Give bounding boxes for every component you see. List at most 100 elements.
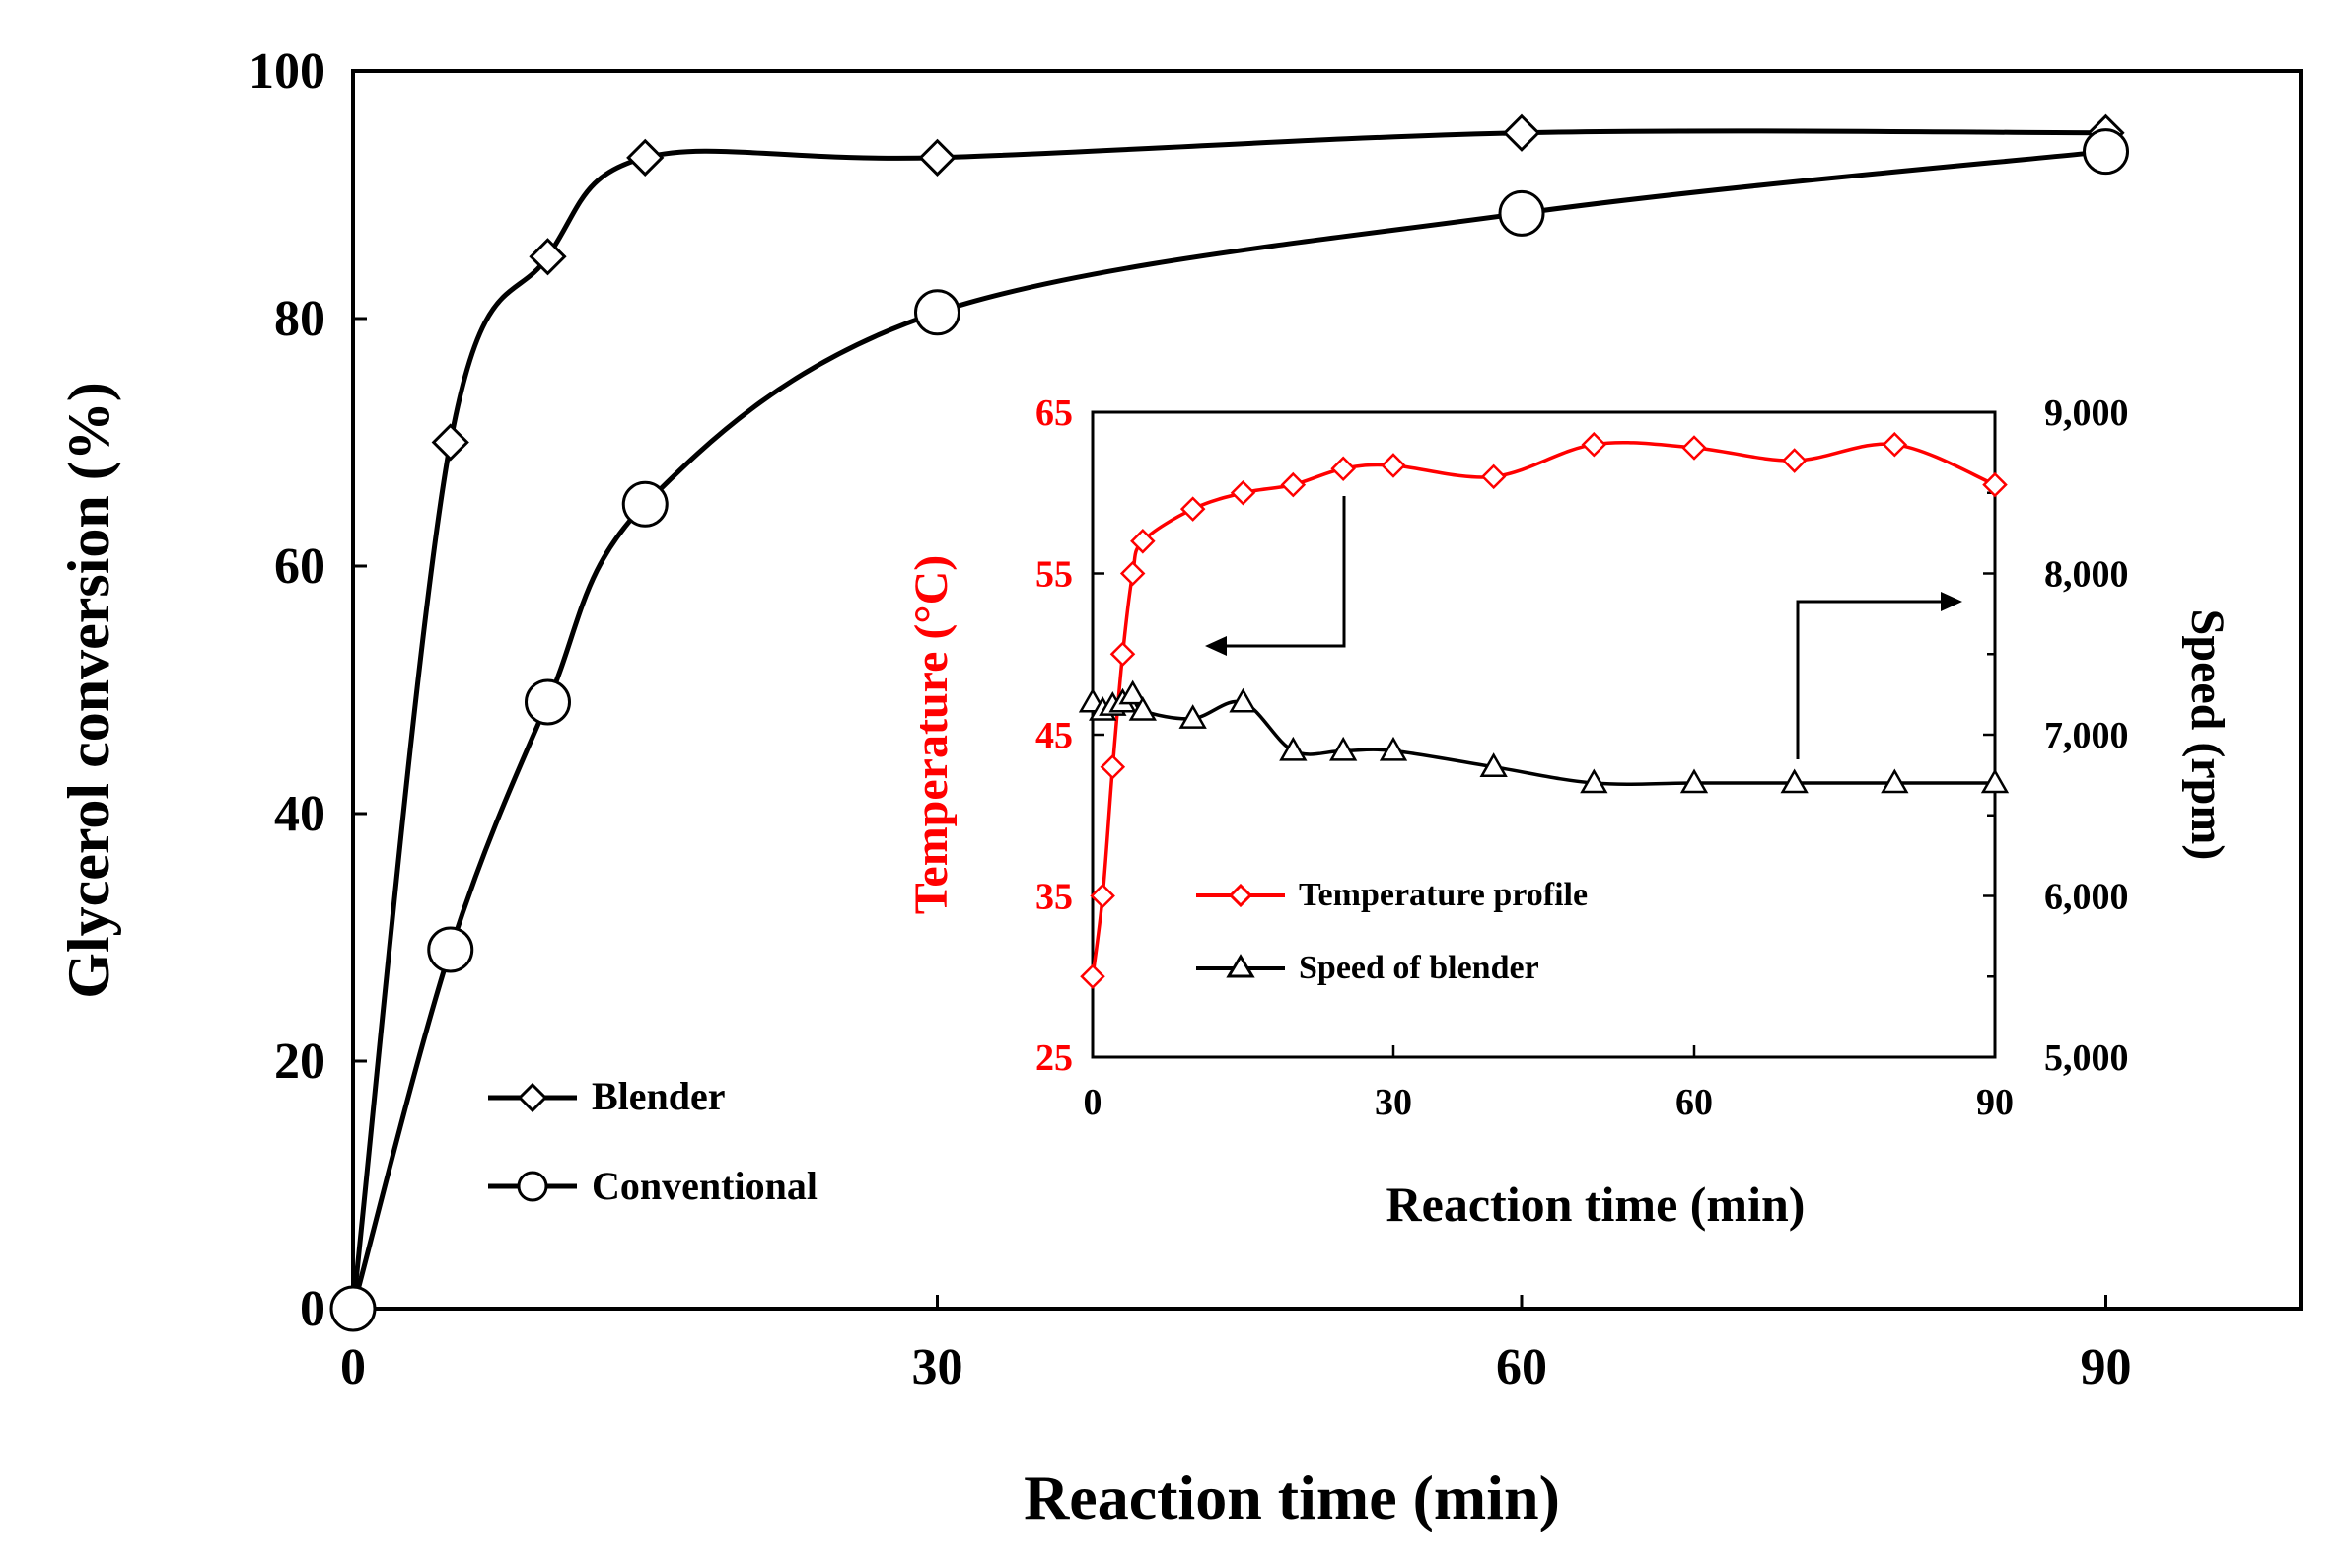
data-point-speed-of-blender: [1679, 768, 1709, 794]
inset-right-tick-label: 8,000: [2044, 554, 2129, 596]
data-point-speed-of-blender: [1279, 736, 1308, 761]
data-point-speed-of-blender: [1980, 768, 2010, 794]
legend-entry-speed: Speed of blender: [1196, 950, 1539, 986]
legend-entry-temperature: Temperature profile: [1196, 877, 1588, 913]
data-point-speed-of-blender: [1580, 768, 1608, 794]
legend-label-speed: Speed of blender: [1299, 950, 1539, 986]
inset-left-tick-label: 35: [1035, 877, 1073, 918]
data-point-blender: [626, 138, 665, 177]
data-point-speed-of-blender: [1881, 768, 1909, 794]
inset-left-axis-label: Temperature (°C): [905, 555, 958, 914]
data-point-blender: [431, 423, 469, 462]
legend-label-conventional: Conventional: [592, 1164, 818, 1208]
data-point-conventional: [621, 480, 669, 528]
data-point-temperature-profile: [1381, 453, 1406, 478]
inset-x-tick-label: 30: [1375, 1082, 1412, 1123]
inset-series: [1078, 431, 2010, 990]
inset-right-tick-label: 9,000: [2044, 392, 2129, 434]
inset-chart: 25 35 45 55 65 5,000 6,000 7,000 8,000 9,000 0 30…: [905, 392, 2234, 1232]
data-point-conventional: [525, 678, 571, 726]
data-point-blender: [918, 138, 957, 177]
main-x-tick-label: 90: [2081, 1339, 2132, 1395]
inset-left-tick-label: 25: [1035, 1037, 1073, 1079]
inset-x-tick-label: 60: [1675, 1082, 1713, 1123]
data-point-temperature-profile: [1480, 463, 1507, 490]
series-line-temperature-profile: [1091, 440, 1996, 977]
arrow-left-head: [1205, 636, 1227, 656]
data-point-temperature-profile: [1781, 448, 1808, 473]
data-point-temperature-profile: [1681, 435, 1707, 461]
main-y-tick-label: 20: [274, 1033, 325, 1090]
data-point-speed-of-blender: [1178, 704, 1207, 729]
inset-x-tick-label: 90: [1976, 1082, 2014, 1123]
inset-right-axis-label: Speed (rpm): [2181, 609, 2234, 861]
data-point-speed-of-blender: [1329, 736, 1358, 761]
data-point-blender: [1502, 113, 1541, 152]
arrow-right-head: [1941, 592, 1962, 611]
data-point-conventional: [329, 1285, 377, 1332]
main-y-axis-label: Glycerol conversion (%): [56, 382, 121, 998]
main-y-tick-label: 0: [300, 1281, 325, 1337]
data-point-temperature-profile: [1280, 471, 1307, 498]
data-point-speed-of-blender: [1379, 736, 1408, 761]
inset-left-tick-label: 45: [1035, 715, 1073, 756]
main-x-tick-label: 60: [1496, 1339, 1547, 1395]
data-point-temperature-profile: [1581, 431, 1607, 458]
data-point-speed-of-blender: [1229, 687, 1257, 713]
main-plot-frame: [351, 69, 2303, 1311]
data-point-temperature-profile: [1119, 560, 1146, 587]
inset-left-tick-label: 65: [1035, 392, 1073, 434]
legend-marker-conventional: [517, 1171, 548, 1202]
inset-legend: Temperature profile Speed of blender: [1196, 877, 1588, 986]
arrow-right-path: [1796, 600, 1943, 759]
inset-right-tick-label: 7,000: [2044, 715, 2129, 756]
legend-marker-temperature: [1228, 883, 1253, 908]
main-x-tick-label: 30: [912, 1339, 963, 1395]
data-point-temperature-profile: [1080, 963, 1105, 990]
data-point-temperature-profile: [1330, 456, 1356, 481]
main-legend: Blender Conventional: [488, 1074, 818, 1208]
data-point-conventional: [1498, 189, 1545, 237]
main-y-tick-label: 40: [274, 786, 325, 842]
data-point-temperature-profile: [1982, 471, 2008, 498]
inset-right-y-ticks: 5,000 6,000 7,000 8,000 9,000: [1983, 392, 2129, 1079]
arrow-to-right-axis: [1796, 592, 1962, 759]
data-point-temperature-profile: [1179, 496, 1206, 522]
legend-label-blender: Blender: [592, 1074, 726, 1118]
main-y-tick-label: 60: [274, 538, 325, 595]
inset-right-tick-label: 6,000: [2044, 877, 2129, 918]
data-point-speed-of-blender: [1479, 752, 1508, 777]
data-point-temperature-profile: [1100, 753, 1126, 780]
data-point-speed-of-blender: [1780, 768, 1809, 794]
inset-background: [1093, 412, 1995, 1057]
arrow-left-path: [1223, 496, 1346, 648]
data-point-temperature-profile: [1882, 431, 1908, 458]
arrow-to-left-axis: [1205, 496, 1346, 656]
data-point-conventional: [427, 926, 474, 973]
inset-x-ticks: 0 30 60 90: [1084, 1045, 2014, 1123]
data-point-temperature-profile: [1230, 479, 1256, 506]
data-point-temperature-profile: [1130, 529, 1156, 554]
main-x-ticks: 0 30 60 90: [340, 1295, 2132, 1395]
data-point-blender: [529, 238, 567, 276]
data-point-speed-of-blender: [1128, 695, 1157, 721]
main-x-axis-label: Reaction time (min): [1024, 1462, 1560, 1532]
data-point-speed-of-blender: [1118, 679, 1147, 705]
legend-entry-conventional: Conventional: [488, 1164, 818, 1208]
main-x-tick-label: 0: [340, 1339, 366, 1395]
data-point-temperature-profile: [1109, 641, 1136, 668]
legend-entry-blender: Blender: [488, 1074, 726, 1118]
inset-right-tick-label: 5,000: [2044, 1037, 2129, 1079]
main-y-tick-label: 80: [274, 291, 325, 347]
legend-marker-blender: [517, 1082, 548, 1113]
series-line-blender: [350, 128, 2106, 1310]
data-point-conventional: [914, 289, 960, 336]
inset-left-tick-label: 55: [1035, 554, 1073, 596]
inset-left-y-ticks: 25 35 45 55 65: [1035, 392, 1104, 1079]
main-y-ticks: 0 20 40 60 80 100: [249, 43, 367, 1337]
data-point-conventional: [2083, 128, 2129, 176]
main-y-tick-label: 100: [249, 43, 325, 100]
legend-marker-speed: [1226, 954, 1255, 978]
main-series: [329, 113, 2129, 1332]
